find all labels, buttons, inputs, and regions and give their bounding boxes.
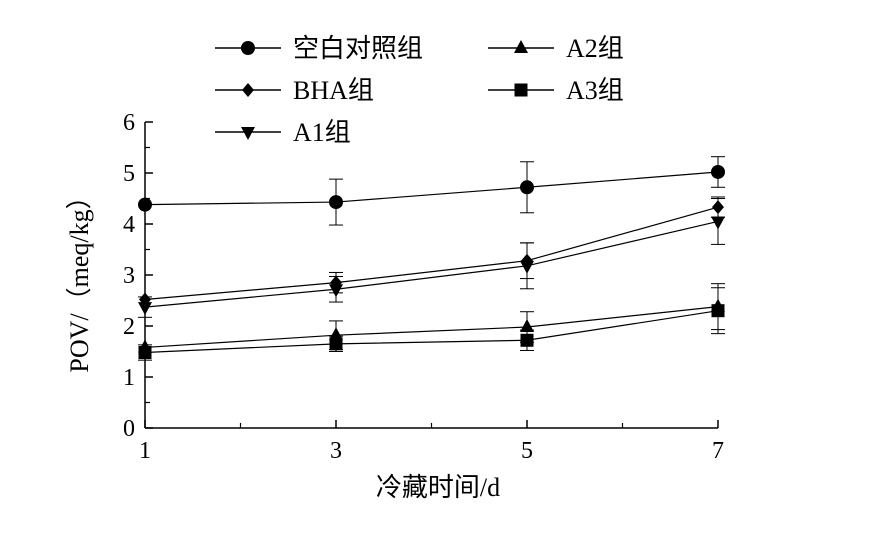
- legend-item-5: A3组: [488, 76, 624, 105]
- x-tick-label: 7: [712, 438, 724, 464]
- legend-marker: [242, 83, 254, 97]
- y-tick-label: 5: [123, 161, 135, 187]
- y-tick-label: 0: [123, 416, 135, 442]
- y-tick-label: 2: [123, 314, 135, 340]
- y-tick-label: 3: [123, 263, 135, 289]
- legend-label: A1组: [293, 118, 351, 147]
- axes: [144, 122, 718, 429]
- legend-label: BHA组: [293, 76, 374, 105]
- y-tick-label: 4: [123, 212, 135, 238]
- legend-marker: [514, 40, 528, 53]
- series-3: [138, 198, 725, 318]
- legend-item-4: A2组: [488, 34, 624, 63]
- data-point: [520, 260, 534, 274]
- x-tick-label: 1: [139, 438, 151, 464]
- legend-label: A2组: [566, 34, 624, 63]
- series-line: [144, 310, 719, 354]
- legend-item-3: A1组: [215, 118, 351, 147]
- legend-marker: [514, 83, 528, 97]
- legend: 空白对照组 BHA组 A1组 A2组 A3组: [215, 34, 624, 147]
- data-point: [329, 284, 343, 298]
- data-point: [520, 333, 534, 347]
- legend-label: 空白对照组: [293, 34, 423, 63]
- data-point: [329, 195, 343, 210]
- legend-item-1: 空白对照组: [215, 34, 423, 63]
- data-point: [138, 197, 152, 212]
- series-2: [139, 196, 725, 307]
- legend-marker: [241, 127, 255, 140]
- data-point: [329, 337, 343, 351]
- data-point: [329, 327, 343, 341]
- x-tick-label: 3: [330, 438, 342, 464]
- data-point: [138, 346, 152, 360]
- y-tick-label: 1: [123, 365, 135, 391]
- y-tick-label: 6: [123, 110, 135, 136]
- data-point: [520, 180, 534, 195]
- series-line: [144, 206, 719, 301]
- data-point: [711, 164, 725, 179]
- data-point: [520, 319, 534, 333]
- data-point: [138, 302, 152, 316]
- x-axis-title: 冷藏时间/d: [376, 473, 500, 502]
- series-line: [144, 171, 719, 206]
- data-point: [711, 216, 725, 230]
- data-point: [711, 304, 725, 318]
- series-line: [144, 306, 719, 349]
- series-1: [138, 156, 725, 226]
- y-axis-title: POV/（meq/kg）: [65, 183, 94, 372]
- legend-item-2: BHA组: [215, 76, 374, 105]
- legend-label: A3组: [566, 76, 624, 105]
- series-layer: [138, 156, 725, 361]
- legend-marker: [241, 41, 255, 55]
- x-tick-label: 5: [521, 438, 533, 464]
- series-line: [144, 220, 719, 308]
- series-5: [138, 287, 725, 361]
